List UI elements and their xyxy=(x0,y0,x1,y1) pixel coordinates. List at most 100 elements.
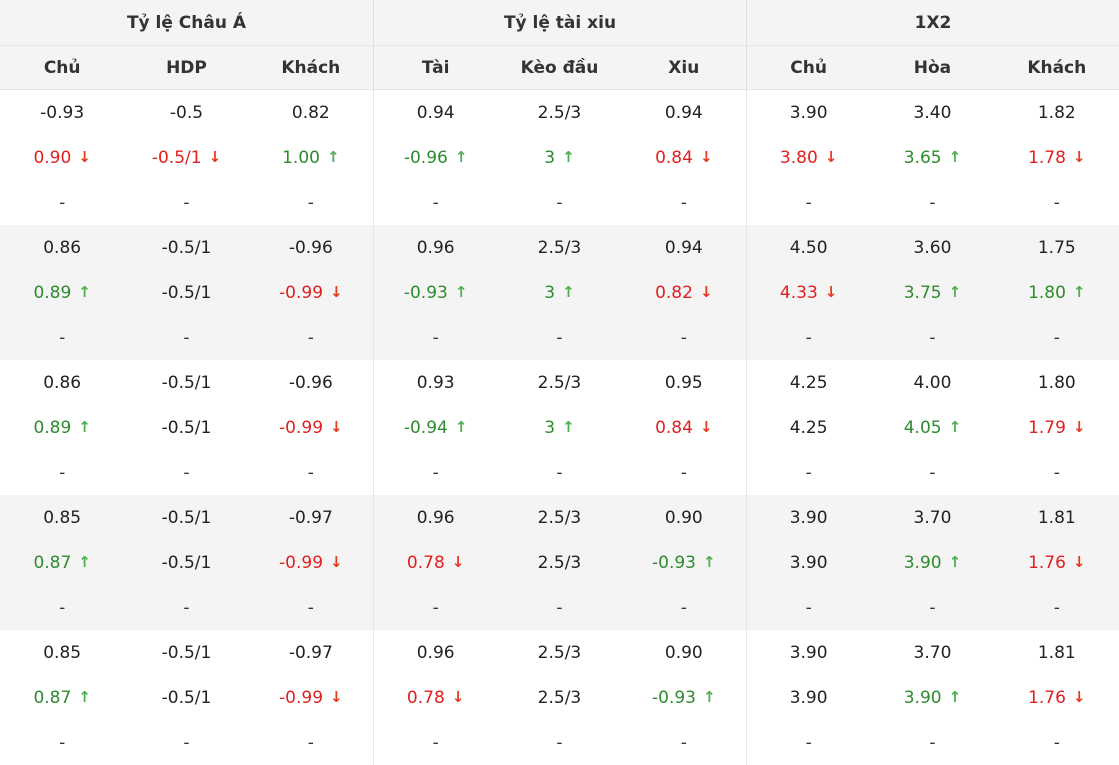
odds-cell-1x2-away: - xyxy=(995,450,1119,495)
odds-value: 3.60 xyxy=(913,237,952,258)
empty-dash: - xyxy=(307,192,314,213)
empty-dash: - xyxy=(183,462,190,483)
odds-value: 0.82 xyxy=(291,102,330,123)
arrow-up-icon: ↑ xyxy=(948,688,962,706)
odds-cell-over: 0.78 ↓ xyxy=(372,540,497,585)
odds-cell-hdp: -0.5/1 xyxy=(124,675,248,720)
odds-line-live: 0.89 ↑ -0.5/1 -0.99 ↓ -0.94 ↑ 3 ↑ 0.84 ↓ 4.25 4.05 ↑ 1… xyxy=(0,405,1119,450)
odds-cell-1x2-home: - xyxy=(745,315,870,360)
odds-cell-home: 0.85 xyxy=(0,495,124,540)
arrow-up-icon: ↑ xyxy=(703,553,716,571)
arrow-up-icon: ↑ xyxy=(948,148,962,166)
odds-cell-1x2-away: - xyxy=(995,585,1119,630)
arrow-down-icon: ↓ xyxy=(824,148,838,166)
odds-value: 2.5/3 xyxy=(537,552,582,573)
empty-dash: - xyxy=(307,327,314,348)
odds-cell-hdp: - xyxy=(124,180,248,225)
odds-cell-away: 0.82 xyxy=(249,90,373,135)
odds-value: 1.80 xyxy=(1037,372,1076,393)
odds-cell-home: -0.93 xyxy=(0,90,124,135)
arrow-up-icon: ↑ xyxy=(562,283,575,301)
odds-value: -0.94 xyxy=(403,417,448,438)
odds-cell-line: - xyxy=(497,180,621,225)
odds-cell-hdp: -0.5/1 xyxy=(124,540,248,585)
col-header-away: Khách xyxy=(281,57,341,78)
odds-value: -0.5/1 xyxy=(161,552,212,573)
odds-cell-under: 0.84 ↓ xyxy=(622,135,746,180)
odds-cell-1x2-away: 1.76 ↓ xyxy=(995,675,1119,720)
odds-cell-line: 2.5/3 xyxy=(497,630,621,675)
odds-value: 0.87 xyxy=(33,552,72,573)
empty-dash: - xyxy=(680,192,687,213)
odds-value: 2.5/3 xyxy=(537,237,582,258)
col-header-home: Chủ xyxy=(43,57,81,78)
odds-line-live: 0.87 ↑ -0.5/1 -0.99 ↓ 0.78 ↓ 2.5/3 -0.93 ↑ 3.90 3.9… xyxy=(0,675,1119,720)
arrow-up-icon: ↑ xyxy=(454,418,468,436)
empty-dash: - xyxy=(805,462,812,483)
odds-cell-over: -0.93 ↑ xyxy=(372,270,497,315)
odds-cell-hdp: - xyxy=(124,315,248,360)
odds-value: 0.78 xyxy=(406,687,445,708)
odds-cell-home: 0.89 ↑ xyxy=(0,405,124,450)
odds-cell-hdp: - xyxy=(124,720,248,765)
odds-cell-away: -0.99 ↓ xyxy=(249,540,373,585)
odds-value: 0.89 xyxy=(33,282,72,303)
arrow-down-icon: ↓ xyxy=(824,283,838,301)
odds-cell-draw: 3.70 xyxy=(870,495,994,540)
arrow-up-icon: ↑ xyxy=(703,688,716,706)
odds-cell-line: - xyxy=(497,720,621,765)
empty-dash: - xyxy=(680,597,687,618)
odds-cell-line: - xyxy=(497,450,621,495)
odds-value: 0.90 xyxy=(664,507,703,528)
odds-value: 2.5/3 xyxy=(537,372,582,393)
arrow-up-icon: ↑ xyxy=(78,418,91,436)
odds-cell-1x2-away: 1.78 ↓ xyxy=(995,135,1119,180)
odds-cell-home: - xyxy=(0,315,124,360)
odds-cell-hdp: -0.5/1 xyxy=(124,270,248,315)
empty-dash: - xyxy=(680,732,687,753)
empty-dash: - xyxy=(59,597,66,618)
odds-cell-1x2-home: - xyxy=(745,450,870,495)
empty-dash: - xyxy=(805,732,812,753)
odds-value: 0.87 xyxy=(33,687,72,708)
odds-cell-home: - xyxy=(0,450,124,495)
table-row: 0.86 -0.5/1 -0.96 0.96 2.5/3 0.94 4.50 3.60 1.75… xyxy=(0,225,1119,360)
odds-value: 3.90 xyxy=(789,687,828,708)
empty-dash: - xyxy=(183,327,190,348)
table-row: 0.85 -0.5/1 -0.97 0.96 2.5/3 0.90 3.90 3.70 1.81… xyxy=(0,630,1119,765)
odds-value: 2.5/3 xyxy=(537,687,582,708)
odds-value: 3.40 xyxy=(913,102,952,123)
odds-value: -0.96 xyxy=(288,372,333,393)
odds-value: 3.90 xyxy=(789,642,828,663)
odds-cell-1x2-away: 1.79 ↓ xyxy=(995,405,1119,450)
arrow-down-icon: ↓ xyxy=(451,553,465,571)
odds-value: -0.5/1 xyxy=(161,372,212,393)
odds-value: 0.93 xyxy=(416,372,455,393)
odds-line-open: 0.86 -0.5/1 -0.96 0.93 2.5/3 0.95 4.25 4.00 1.80 xyxy=(0,360,1119,405)
odds-cell-1x2-home: 4.25 xyxy=(745,405,870,450)
odds-value: 1.80 xyxy=(1028,282,1066,303)
odds-cell-1x2-away: - xyxy=(995,180,1119,225)
empty-dash: - xyxy=(1053,732,1060,753)
odds-cell-under: 0.94 xyxy=(622,225,746,270)
arrow-up-icon: ↑ xyxy=(454,148,468,166)
odds-value: 0.86 xyxy=(43,372,82,393)
odds-cell-under: 0.82 ↓ xyxy=(622,270,746,315)
arrow-down-icon: ↓ xyxy=(208,148,222,166)
odds-cell-away: -0.96 xyxy=(249,360,373,405)
odds-value: 1.76 xyxy=(1028,552,1066,573)
odds-value: -0.5/1 xyxy=(161,507,212,528)
empty-dash: - xyxy=(556,327,563,348)
odds-line-close: --------- xyxy=(0,720,1119,765)
group-header-1x2: 1X2 xyxy=(746,0,1119,45)
odds-cell-hdp: -0.5/1 xyxy=(124,630,248,675)
odds-cell-under: 0.90 xyxy=(622,630,746,675)
odds-line-open: 0.85 -0.5/1 -0.97 0.96 2.5/3 0.90 3.90 3.70 1.81 xyxy=(0,495,1119,540)
arrow-down-icon: ↓ xyxy=(330,418,343,436)
odds-value: 3 xyxy=(544,147,556,168)
odds-cell-over: 0.96 xyxy=(372,225,497,270)
odds-line-close: --------- xyxy=(0,315,1119,360)
odds-value: 0.84 xyxy=(655,417,693,438)
arrow-down-icon: ↓ xyxy=(699,283,713,301)
odds-value: -0.5/1 xyxy=(161,282,212,303)
